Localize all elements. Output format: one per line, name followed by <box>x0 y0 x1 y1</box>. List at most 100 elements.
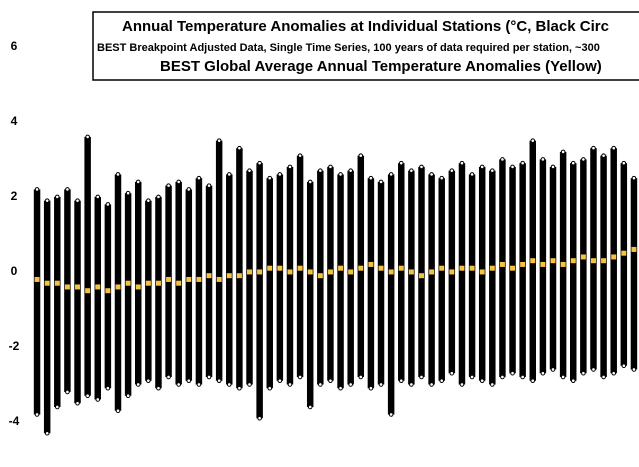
station-high <box>378 179 384 185</box>
global-average <box>398 265 404 271</box>
station-low <box>297 374 303 380</box>
global-average <box>601 258 607 264</box>
global-average <box>540 261 546 267</box>
station-low <box>611 370 617 376</box>
station-high <box>570 160 576 166</box>
global-average <box>277 265 283 271</box>
station-high <box>65 187 70 192</box>
global-average <box>85 288 91 294</box>
station-range <box>438 178 445 381</box>
station-high <box>490 168 495 173</box>
station-low <box>500 374 505 380</box>
station-high <box>530 138 536 143</box>
station-high <box>550 164 556 170</box>
global-average <box>459 265 465 271</box>
station-low <box>196 382 202 387</box>
global-average <box>64 284 70 290</box>
station-high <box>439 175 445 181</box>
title-box <box>92 11 639 81</box>
station-high <box>338 172 343 177</box>
station-high <box>196 175 202 181</box>
station-high <box>328 164 333 170</box>
station-low <box>591 367 596 372</box>
global-average <box>530 258 536 264</box>
station-range <box>337 174 344 389</box>
station-high <box>186 187 192 192</box>
station-high <box>611 145 617 151</box>
station-low <box>156 385 161 391</box>
station-low <box>44 430 50 436</box>
station-range <box>620 163 628 366</box>
station-low <box>388 412 394 417</box>
station-high <box>105 202 111 207</box>
global-average <box>550 258 556 264</box>
station-high <box>44 198 50 203</box>
station-low <box>469 374 475 380</box>
station-low <box>358 374 364 380</box>
station-low <box>550 367 556 372</box>
station-high <box>591 145 596 151</box>
station-range <box>43 200 51 434</box>
station-range <box>499 159 506 377</box>
station-range <box>398 163 405 381</box>
station-low <box>105 385 111 391</box>
station-high <box>601 153 606 158</box>
station-low <box>65 389 70 395</box>
station-low <box>419 374 424 380</box>
station-range <box>256 163 263 419</box>
station-high <box>85 134 90 140</box>
global-average <box>196 276 202 282</box>
station-range <box>630 178 638 370</box>
global-average <box>145 280 151 286</box>
global-average <box>520 261 526 267</box>
station-range <box>468 174 476 377</box>
station-high <box>54 194 60 200</box>
station-range <box>387 174 395 415</box>
station-range <box>458 163 466 385</box>
station-low <box>530 378 536 384</box>
station-low <box>115 408 121 414</box>
global-average <box>499 261 505 267</box>
station-low <box>449 370 455 376</box>
global-average <box>135 284 141 290</box>
station-high <box>621 160 627 166</box>
global-average <box>418 273 424 279</box>
station-range <box>549 166 557 370</box>
station-range <box>104 204 112 389</box>
station-low <box>479 378 485 384</box>
global-average <box>297 265 303 271</box>
global-average <box>216 276 222 282</box>
station-range <box>155 196 162 389</box>
global-average <box>206 273 212 279</box>
station-high <box>287 164 293 170</box>
station-high <box>540 157 546 162</box>
global-average <box>338 265 344 271</box>
global-average <box>75 284 81 290</box>
station-high <box>409 168 414 173</box>
station-high <box>146 198 151 203</box>
station-range <box>489 170 496 385</box>
global-average <box>226 273 232 279</box>
station-range <box>54 196 61 407</box>
global-average <box>449 269 455 275</box>
global-average <box>327 269 333 275</box>
global-average <box>368 261 374 267</box>
station-range <box>286 166 294 385</box>
station-low <box>166 374 171 380</box>
station-high <box>267 175 273 181</box>
y-tick-label: 6 <box>11 39 18 53</box>
station-range <box>226 174 233 385</box>
station-low <box>257 415 262 421</box>
global-average <box>317 273 323 279</box>
station-high <box>631 175 637 181</box>
global-average <box>54 280 60 286</box>
station-high <box>125 190 131 196</box>
station-range <box>306 181 314 407</box>
station-high <box>237 145 242 151</box>
station-range <box>266 178 273 389</box>
station-range <box>215 140 223 381</box>
global-average <box>236 273 242 279</box>
station-low <box>398 378 404 384</box>
station-range <box>600 155 607 377</box>
chart-title: Annual Temperature Anomalies at Individu… <box>122 18 609 35</box>
